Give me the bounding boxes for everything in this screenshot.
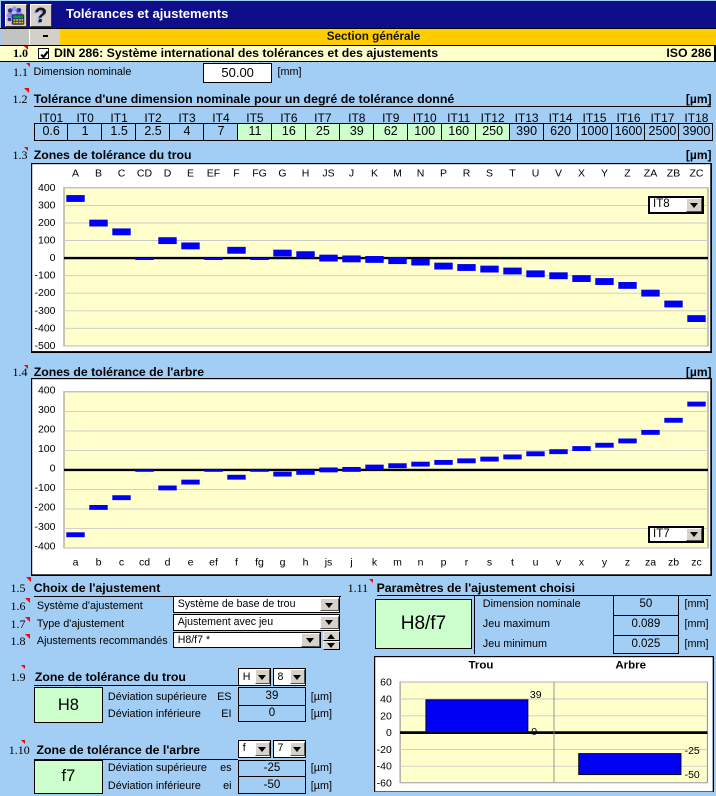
svg-text:U: U [532, 169, 540, 180]
svg-text:-400: -400 [34, 541, 55, 553]
svg-text:K: K [371, 169, 378, 180]
svg-text:400: 400 [38, 183, 56, 194]
svg-text:Y: Y [601, 169, 608, 180]
svg-text:Arbre: Arbre [615, 659, 646, 671]
svg-text:-500: -500 [35, 341, 56, 352]
svg-text:r: r [465, 557, 469, 569]
svg-text:ef: ef [209, 557, 218, 569]
svg-text:V: V [555, 169, 562, 180]
svg-text:t: t [511, 557, 514, 569]
svg-text:j: j [349, 557, 352, 569]
svg-text:Z: Z [624, 169, 631, 180]
svg-text:c: c [119, 557, 124, 569]
svg-text:v: v [556, 557, 562, 569]
svg-text:Trou: Trou [468, 659, 493, 671]
svg-text:J: J [349, 169, 354, 180]
svg-text:D: D [164, 169, 172, 180]
svg-text:h: h [303, 557, 309, 569]
svg-text:F: F [233, 169, 239, 180]
svg-text:za: za [645, 557, 656, 569]
svg-text:M: M [393, 169, 402, 180]
svg-text:200: 200 [38, 218, 56, 229]
svg-text:E: E [187, 169, 194, 180]
svg-text:js: js [324, 557, 333, 569]
svg-text:P: P [440, 169, 447, 180]
svg-text:-20: -20 [376, 745, 391, 756]
svg-text:-400: -400 [35, 324, 56, 335]
svg-text:s: s [487, 557, 492, 569]
svg-text:z: z [625, 557, 630, 569]
svg-text:G: G [278, 169, 286, 180]
svg-text:39: 39 [530, 690, 542, 701]
svg-text:k: k [372, 557, 378, 569]
svg-text:-25: -25 [684, 746, 699, 757]
svg-text:0: 0 [50, 463, 56, 475]
svg-text:100: 100 [38, 236, 56, 247]
svg-text:H: H [302, 169, 310, 180]
svg-text:-60: -60 [376, 778, 391, 789]
svg-text:-200: -200 [34, 502, 55, 514]
svg-text:m: m [393, 557, 402, 569]
svg-text:-100: -100 [34, 482, 55, 494]
svg-text:zc: zc [691, 557, 702, 569]
svg-text:zb: zb [668, 557, 679, 569]
svg-text:a: a [73, 557, 79, 569]
svg-text:CD: CD [137, 169, 153, 180]
svg-text:g: g [280, 557, 286, 569]
svg-text:300: 300 [38, 201, 56, 212]
svg-text:FG: FG [252, 169, 267, 180]
svg-text:-300: -300 [34, 521, 55, 533]
svg-text:-100: -100 [35, 271, 56, 282]
svg-text:-300: -300 [35, 306, 56, 317]
svg-text:40: 40 [380, 694, 392, 705]
svg-text:n: n [418, 557, 424, 569]
svg-text:A: A [72, 169, 79, 180]
svg-text:cd: cd [139, 557, 150, 569]
svg-text:ZA: ZA [644, 169, 657, 180]
svg-text:JS: JS [322, 169, 334, 180]
svg-text:S: S [486, 169, 493, 180]
svg-text:EF: EF [207, 169, 220, 180]
svg-text:x: x [579, 557, 585, 569]
svg-text:-50: -50 [684, 770, 699, 781]
svg-text:100: 100 [38, 443, 56, 455]
svg-text:f: f [235, 557, 238, 569]
svg-text:R: R [463, 169, 471, 180]
svg-text:ZB: ZB [667, 169, 680, 180]
svg-text:0: 0 [531, 727, 537, 738]
svg-text:fg: fg [255, 557, 264, 569]
svg-text:d: d [165, 557, 171, 569]
svg-text:C: C [118, 169, 126, 180]
svg-text:u: u [533, 557, 539, 569]
svg-text:T: T [509, 169, 516, 180]
svg-text:0: 0 [50, 253, 56, 264]
svg-text:b: b [96, 557, 102, 569]
svg-text:200: 200 [38, 424, 56, 436]
svg-text:-40: -40 [376, 762, 391, 773]
svg-text:ZC: ZC [690, 169, 704, 180]
svg-text:60: 60 [380, 678, 392, 689]
svg-text:B: B [95, 169, 102, 180]
svg-text:X: X [578, 169, 585, 180]
svg-text:0: 0 [386, 728, 392, 739]
svg-text:y: y [602, 557, 608, 569]
svg-text:20: 20 [380, 711, 392, 722]
svg-text:N: N [417, 169, 425, 180]
svg-text:300: 300 [38, 404, 56, 416]
svg-text:e: e [188, 557, 194, 569]
svg-text:p: p [441, 557, 447, 569]
svg-text:-200: -200 [35, 288, 56, 299]
svg-text:400: 400 [38, 385, 56, 397]
